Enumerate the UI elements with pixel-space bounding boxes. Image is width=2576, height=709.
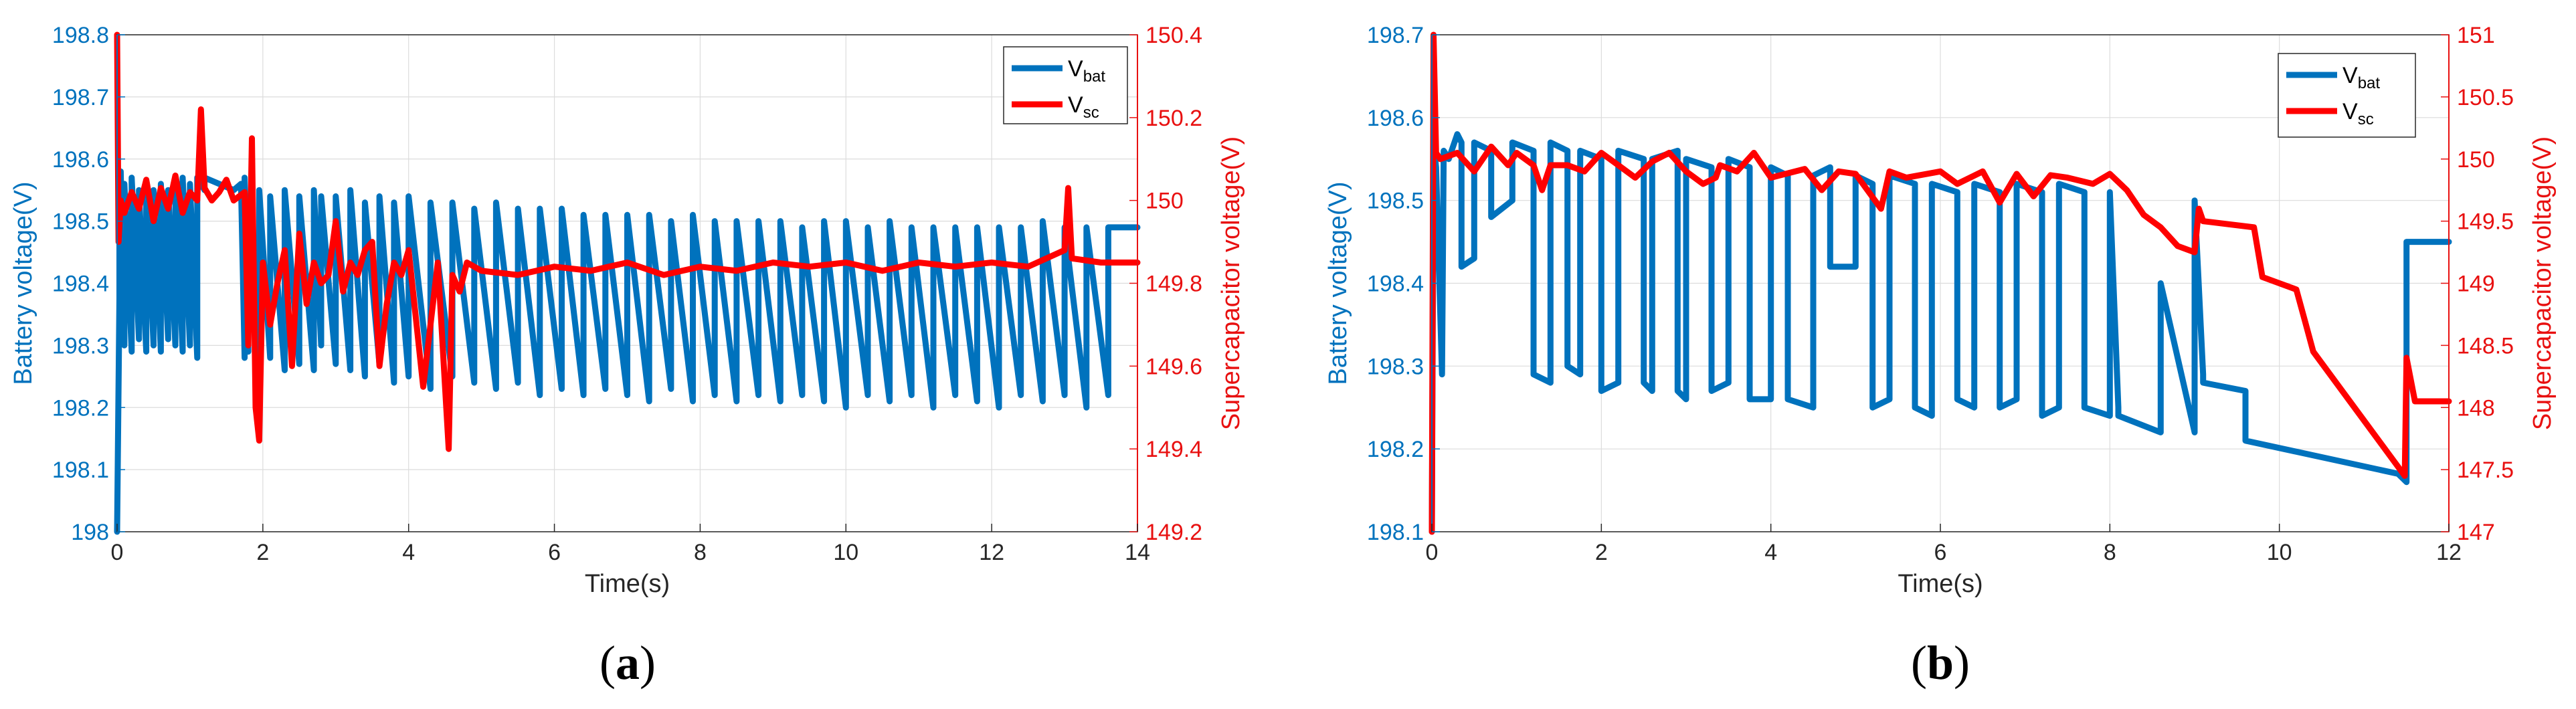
x-tick-label: 14 — [1125, 540, 1150, 565]
legend-box — [1003, 46, 1128, 124]
y-tick-label-right: 150.5 — [2457, 85, 2514, 110]
chart-b: 0 2 4 6 8 10 12 198.1 198.2 198.3 198.4 198.5 198.6 1… — [1324, 23, 2557, 690]
legend-label: Vbat — [1068, 56, 1105, 86]
y-tick-label-right: 149.5 — [2457, 209, 2514, 235]
y-axis-title-left: Battery voltage(V) — [1324, 181, 1352, 385]
y-tick-label-left: 198.5 — [1367, 189, 1424, 214]
x-tick-label: 10 — [2267, 540, 2292, 565]
legend-label-sub: bat — [2358, 74, 2381, 92]
legend-label-sub: sc — [2358, 110, 2374, 128]
y-tick-label-left: 198.7 — [52, 85, 109, 110]
x-tick-label: 8 — [2104, 540, 2116, 565]
series-line-v-sc — [1429, 31, 2452, 535]
y-tick-label-left: 198.8 — [52, 23, 109, 48]
y-tick-label-left: 198.1 — [52, 458, 109, 483]
figure-caption: (b) — [1911, 636, 1970, 690]
caption-paren: ) — [640, 636, 656, 690]
y-tick-label-right: 151 — [2457, 23, 2495, 48]
x-tick-label: 10 — [833, 540, 858, 565]
legend-label-main: V — [1068, 56, 1083, 82]
y-tick-label-left: 198.4 — [52, 272, 109, 297]
x-tick-label: 4 — [402, 540, 415, 565]
x-tick-label: 2 — [1595, 540, 1608, 565]
x-tick-label: 0 — [111, 540, 124, 565]
y-tick-label-right: 147.5 — [2457, 458, 2514, 483]
y-tick-label-left: 198.7 — [1367, 23, 1424, 48]
y-tick-label-right: 150.2 — [1145, 106, 1202, 131]
chart-a: 0 2 4 6 8 10 12 14 198 198.1 198.2 198.3 198.4 198.5 1… — [9, 23, 1245, 690]
y-axis-title-left: Battery voltage(V) — [9, 181, 37, 385]
legend-label-sub: sc — [1083, 104, 1099, 122]
series-line-v-sc — [114, 31, 1141, 452]
y-tick-label-left: 198.3 — [1367, 354, 1424, 379]
y-tick-label-right: 149.8 — [1145, 272, 1202, 297]
x-tick-label: 2 — [256, 540, 269, 565]
legend-label: Vsc — [2342, 99, 2374, 128]
x-axis-title: Time(s) — [585, 570, 670, 598]
y-tick-label-right: 149.6 — [1145, 354, 1202, 379]
series-line-v-bat — [114, 168, 1141, 535]
legend-label-main: V — [2342, 99, 2358, 124]
caption-letter: a — [616, 636, 640, 690]
x-tick-label: 6 — [548, 540, 561, 565]
y-axis-title-right: Supercapacitor voltage(V) — [2528, 136, 2557, 430]
y-tick-label-left: 198.4 — [1367, 272, 1424, 297]
x-tick-label: 12 — [2436, 540, 2462, 565]
y-axis-title-right: Supercapacitor voltage(V) — [1217, 136, 1245, 430]
series-line-v-bat — [1429, 131, 2452, 535]
y-tick-label-left: 198.5 — [52, 209, 109, 235]
y-tick-label-left: 198.1 — [1367, 520, 1424, 545]
x-tick-label: 4 — [1764, 540, 1777, 565]
y-tick-label-right: 149.2 — [1145, 520, 1202, 545]
caption-paren: ) — [1954, 636, 1970, 690]
y-tick-label-right: 150 — [2457, 147, 2495, 173]
x-tick-label: 8 — [694, 540, 707, 565]
y-tick-label-right: 149.4 — [1145, 437, 1202, 462]
y-tick-label-right: 150 — [1145, 189, 1184, 214]
y-tick-label-right: 149 — [2457, 272, 2495, 297]
legend-label-main: V — [1068, 92, 1083, 118]
x-tick-label: 0 — [1426, 540, 1439, 565]
x-axis-title: Time(s) — [1898, 570, 1983, 598]
y-tick-label-left: 198.2 — [1367, 437, 1424, 462]
y-tick-label-left: 198.2 — [52, 395, 109, 421]
legend-label: Vbat — [2342, 63, 2380, 92]
y-tick-label-right: 150.4 — [1145, 23, 1202, 48]
legend-box — [2278, 53, 2416, 138]
caption-paren: ( — [1911, 636, 1927, 690]
y-tick-label-left: 198 — [71, 520, 109, 545]
x-tick-label: 6 — [1934, 540, 1947, 565]
y-tick-label-left: 198.3 — [52, 333, 109, 359]
legend-label-sub: bat — [1083, 68, 1106, 86]
legend-label-main: V — [2342, 63, 2358, 88]
y-tick-label-right: 148.5 — [2457, 333, 2514, 359]
legend-label: Vsc — [1068, 92, 1099, 122]
y-tick-label-right: 148 — [2457, 395, 2495, 421]
x-tick-label: 12 — [979, 540, 1004, 565]
caption-letter: b — [1927, 636, 1954, 690]
figure-caption: (a) — [600, 636, 656, 690]
y-tick-label-left: 198.6 — [1367, 106, 1424, 131]
caption-paren: ( — [600, 636, 616, 690]
y-tick-label-right: 147 — [2457, 520, 2495, 545]
y-tick-label-left: 198.6 — [52, 147, 109, 173]
